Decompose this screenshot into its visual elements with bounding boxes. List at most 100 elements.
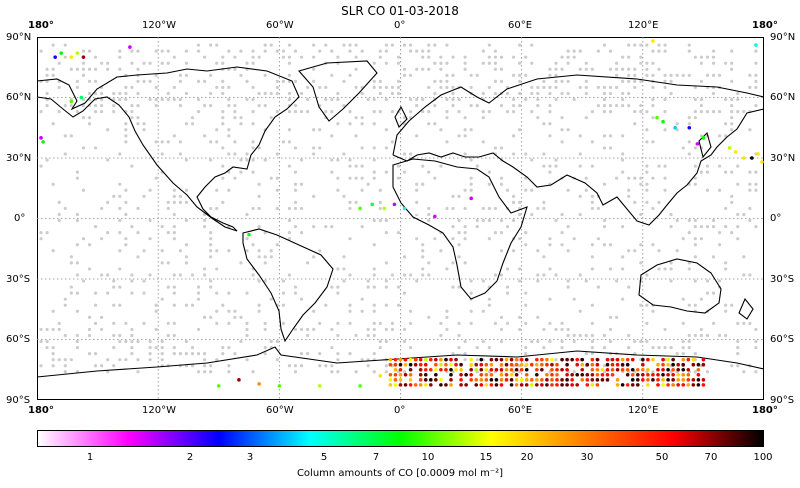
sample-point: [681, 146, 685, 150]
sample-point: [239, 73, 243, 77]
co-data-point: [484, 372, 489, 377]
sample-point: [469, 85, 473, 90]
sample-point: [578, 164, 582, 168]
sample-point: [293, 188, 298, 192]
sample-point: [215, 249, 219, 253]
sample-point: [342, 279, 346, 283]
sample-point: [299, 352, 304, 356]
co-data-point: [423, 357, 428, 362]
sample-point: [360, 176, 364, 180]
sample-point: [312, 128, 316, 132]
sample-point: [487, 345, 491, 350]
sample-point: [306, 85, 310, 90]
sample-point: [445, 43, 449, 47]
co-data-point: [474, 378, 479, 382]
sample-point: [172, 200, 176, 204]
co-data-point: [595, 362, 600, 367]
sample-point: [87, 79, 92, 83]
sample-point: [560, 327, 564, 332]
sample-point: [263, 279, 267, 283]
sample-point: [118, 182, 122, 186]
sample-point: [493, 321, 498, 325]
co-data-point: [535, 378, 539, 382]
sample-point: [172, 224, 176, 229]
colorbar-tick-10: 10: [421, 452, 435, 463]
sample-point: [336, 55, 340, 59]
sample-point: [293, 146, 298, 150]
sample-point: [203, 352, 207, 356]
sample-point: [160, 339, 164, 344]
sample-point: [554, 97, 558, 102]
co-data-point: [422, 206, 427, 211]
sample-point: [711, 321, 716, 325]
sample-point: [203, 224, 207, 229]
sample-point: [427, 261, 431, 265]
sample-point: [281, 79, 285, 83]
sample-point: [687, 116, 691, 120]
sample-point: [166, 285, 170, 289]
sample-point: [154, 309, 158, 313]
sample-point: [324, 97, 328, 102]
sample-point: [372, 61, 376, 65]
sample-point: [560, 55, 564, 59]
sample-point: [736, 364, 740, 368]
sample-point: [348, 309, 352, 313]
sample-point: [281, 291, 285, 295]
co-data-point: [474, 367, 479, 372]
sample-point: [160, 358, 164, 362]
colorbar: [37, 430, 764, 447]
sample-point: [118, 55, 122, 59]
sample-point: [203, 370, 207, 374]
sample-point: [657, 267, 661, 271]
sample-point: [227, 364, 231, 368]
sample-point: [275, 339, 279, 344]
sample-point: [118, 152, 122, 156]
sample-point: [518, 315, 522, 319]
co-data-point: [418, 383, 423, 387]
sample-point: [281, 49, 285, 53]
sample-point: [257, 103, 261, 108]
sample-point: [499, 218, 504, 223]
co-data-point: [469, 378, 473, 382]
co-data-point: [484, 378, 489, 382]
sample-point: [378, 321, 382, 325]
sample-point: [645, 188, 649, 192]
sample-point: [542, 200, 546, 204]
sample-point: [736, 345, 740, 350]
co-data-point: [444, 383, 448, 387]
sample-point: [730, 231, 734, 235]
sample-point: [45, 91, 49, 96]
lon-label-bottom-2: 60°W: [266, 405, 294, 416]
sample-point: [233, 55, 237, 59]
sample-point: [554, 273, 558, 277]
sample-point: [312, 255, 316, 259]
sample-point: [548, 164, 552, 168]
co-data-point: [489, 357, 494, 362]
sample-point: [511, 73, 516, 77]
sample-point: [100, 206, 104, 211]
co-data-point: [646, 383, 650, 387]
co-data-point: [600, 378, 605, 382]
sample-point: [118, 358, 122, 362]
sample-point: [663, 110, 667, 114]
sample-point: [590, 303, 594, 307]
co-data-point: [545, 357, 549, 362]
sample-point: [45, 345, 49, 350]
sample-point: [602, 224, 607, 229]
sample-point: [645, 182, 649, 186]
sample-point: [251, 158, 255, 162]
sample-point: [184, 200, 189, 204]
coastline-new-zealand: [738, 297, 754, 320]
sample-point: [306, 352, 310, 356]
sample-point: [451, 194, 455, 198]
co-data-point: [625, 372, 630, 377]
co-data-point: [671, 367, 675, 372]
co-data-point: [408, 372, 413, 377]
sample-point: [439, 321, 443, 325]
sample-point: [415, 200, 419, 204]
sample-point: [81, 49, 86, 53]
sample-point: [699, 79, 703, 83]
sample-point: [372, 158, 376, 162]
sample-point: [275, 243, 279, 247]
sample-point: [215, 309, 219, 313]
